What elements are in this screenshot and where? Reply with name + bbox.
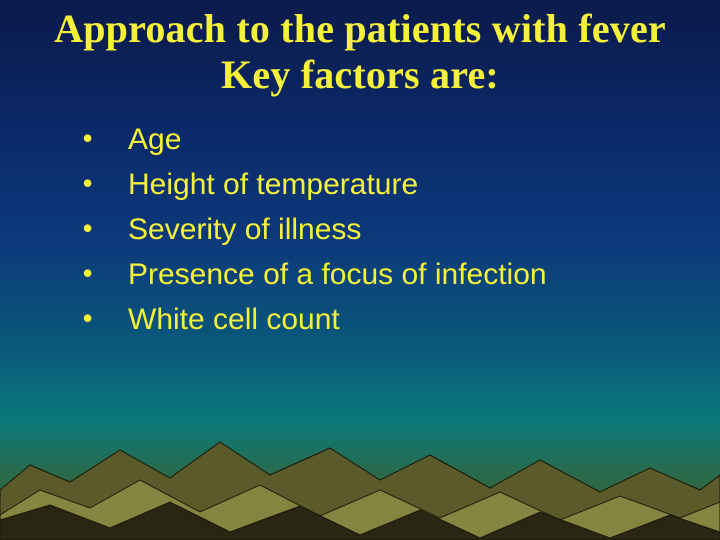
bullet-icon: • <box>82 253 128 293</box>
list-item: • Presence of a focus of infection <box>82 253 642 294</box>
bullet-text: Age <box>128 120 181 159</box>
bullet-icon: • <box>82 163 128 203</box>
slide-title: Approach to the patients with fever Key … <box>0 6 720 98</box>
list-item: • Severity of illness <box>82 208 642 249</box>
hill-mid <box>0 480 720 540</box>
title-line-2: Key factors are: <box>0 52 720 98</box>
bullet-icon: • <box>82 118 128 158</box>
bullet-text: Presence of a focus of infection <box>128 255 547 294</box>
title-line-1: Approach to the patients with fever <box>0 6 720 52</box>
list-item: • Height of temperature <box>82 163 642 204</box>
bullet-list: • Age • Height of temperature • Severity… <box>82 118 642 343</box>
hill-back <box>0 442 720 540</box>
bullet-icon: • <box>82 298 128 338</box>
list-item: • Age <box>82 118 642 159</box>
bullet-icon: • <box>82 208 128 248</box>
hill-front <box>0 502 720 540</box>
bullet-text: White cell count <box>128 300 340 339</box>
list-item: • White cell count <box>82 298 642 339</box>
bullet-text: Height of temperature <box>128 165 418 204</box>
slide: Approach to the patients with fever Key … <box>0 0 720 540</box>
terrain-decoration <box>0 420 720 540</box>
bullet-text: Severity of illness <box>128 210 361 249</box>
